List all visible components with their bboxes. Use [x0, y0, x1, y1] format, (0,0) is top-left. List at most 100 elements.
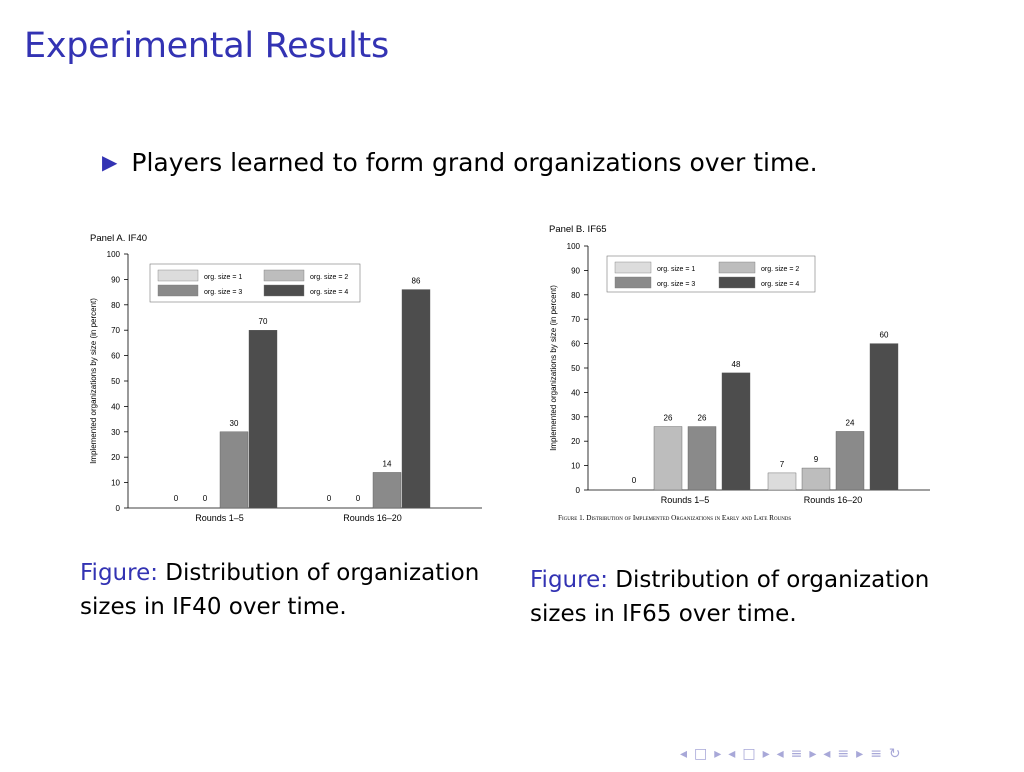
data-label: 9: [814, 455, 819, 464]
chart-panel-b: Panel B. IF65 0 10 20 30 40 50 60 70 80 90 100 Imple…: [544, 214, 938, 528]
y-tick-label: 70: [571, 315, 580, 324]
y-tick-label: 10: [111, 479, 120, 488]
nav-symbol-icon[interactable]: ≡: [870, 746, 883, 762]
y-tick-label: 80: [571, 291, 580, 300]
category-label: Rounds 16–20: [804, 495, 863, 505]
nav-symbol-icon[interactable]: ↻: [888, 746, 902, 762]
caption-prefix: Figure:: [530, 567, 608, 593]
category-label: Rounds 1–5: [661, 495, 710, 505]
data-label: 60: [880, 331, 889, 340]
nav-symbol-icon[interactable]: □: [742, 746, 757, 762]
chart-title: Panel B. IF65: [549, 224, 607, 235]
bar: [767, 472, 797, 491]
legend-label: org. size = 1: [657, 266, 695, 273]
legend-swatch: [614, 276, 652, 289]
bullet-point: ▶ Players learned to form grand organizat…: [102, 148, 818, 177]
data-label: 30: [230, 419, 239, 428]
nav-symbol-icon[interactable]: ▸: [762, 746, 771, 762]
y-tick-label: 90: [111, 275, 120, 284]
bar: [401, 289, 431, 509]
nav-symbol-icon[interactable]: ≡: [790, 746, 804, 762]
legend-swatch: [263, 269, 305, 282]
y-tick-label: 0: [116, 504, 121, 513]
bar: [372, 472, 402, 509]
y-tick-label: 60: [571, 340, 580, 349]
legend-swatch: [157, 284, 199, 297]
y-tick-label: 80: [111, 301, 120, 310]
y-tick-label: 10: [571, 462, 580, 471]
bar: [869, 343, 899, 491]
category-label: Rounds 1–5: [195, 513, 244, 523]
y-tick-label: 30: [571, 413, 580, 422]
y-axis-label: Implemented organizations by size (in pe…: [549, 285, 558, 451]
data-label: 86: [412, 277, 421, 286]
bar: [653, 426, 683, 491]
chart-panel-a-svg: Panel A. IF40 0 10 20 30 40 50 60 70 80 90 100 Imple…: [89, 233, 482, 523]
y-tick-label: 20: [111, 453, 120, 462]
legend-swatch: [718, 276, 756, 289]
legend-label: org. size = 2: [761, 266, 799, 273]
bar: [687, 426, 717, 491]
y-tick-label: 30: [111, 428, 120, 437]
caption-text: Distribution of organization sizes in IF…: [80, 560, 480, 620]
bar: [835, 431, 865, 491]
legend-label: org. size = 4: [761, 281, 799, 288]
data-label: 0: [203, 494, 208, 503]
data-label: 0: [356, 494, 361, 503]
legend-label: org. size = 3: [204, 289, 242, 296]
legend-swatch: [263, 284, 305, 297]
figure-inner-caption: Figure 1. Distribution of Implemented Or…: [558, 514, 791, 522]
y-tick-label: 50: [571, 364, 580, 373]
data-label: 26: [664, 414, 673, 423]
y-tick-label: 100: [567, 242, 581, 251]
y-tick-label: 50: [111, 377, 120, 386]
legend-box: [149, 263, 361, 303]
legend-swatch: [718, 261, 756, 274]
caption-text: Distribution of organization sizes in IF…: [530, 567, 930, 627]
y-tick-label: 60: [111, 352, 120, 361]
y-tick-label: 40: [111, 402, 120, 411]
legend-label: org. size = 4: [310, 289, 348, 296]
bar: [801, 467, 831, 491]
legend-label: org. size = 2: [310, 274, 348, 281]
y-tick-label: 40: [571, 388, 580, 397]
chart-panel-a: Panel A. IF40 0 10 20 30 40 50 60 70 80 90 100 Imple…: [84, 222, 488, 528]
bar: [248, 329, 278, 509]
data-label: 48: [732, 360, 741, 369]
nav-symbol-icon[interactable]: ◂: [680, 746, 689, 762]
nav-symbol-icon[interactable]: ◂: [823, 746, 832, 762]
legend-label: org. size = 1: [204, 274, 242, 281]
caption-if65: Figure: Distribution of organization siz…: [530, 563, 970, 631]
y-tick-label: 20: [571, 437, 580, 446]
legend-swatch: [614, 261, 652, 274]
data-label: 70: [259, 317, 268, 326]
bullet-triangle-icon: ▶: [102, 150, 118, 174]
y-axis-label: Implemented organizations by size (in pe…: [89, 298, 98, 464]
category-label: Rounds 16–20: [343, 513, 402, 523]
nav-symbol-icon[interactable]: ▸: [856, 746, 865, 762]
y-tick-label: 90: [571, 266, 580, 275]
nav-symbol-icon[interactable]: ≡: [837, 746, 851, 762]
navigation-controls[interactable]: ◂ □ ▸ ◂ □ ▸ ◂ ≡ ▸ ◂ ≡ ▸ ≡ ↻: [680, 746, 908, 762]
data-label: 24: [846, 418, 855, 427]
nav-symbol-icon[interactable]: □: [694, 746, 709, 762]
y-tick-label: 0: [576, 486, 581, 495]
y-tick-label: 70: [111, 326, 120, 335]
chart-panel-b-svg: Panel B. IF65 0 10 20 30 40 50 60 70 80 90 100 Imple…: [549, 224, 930, 522]
bar: [721, 372, 751, 491]
chart-title: Panel A. IF40: [90, 233, 147, 244]
y-tick-label: 100: [107, 250, 121, 259]
caption-prefix: Figure:: [80, 560, 158, 586]
data-label: 0: [327, 494, 332, 503]
nav-symbol-icon[interactable]: ▸: [809, 746, 818, 762]
nav-symbol-icon[interactable]: ◂: [728, 746, 737, 762]
data-label: 26: [698, 414, 707, 423]
nav-symbol-icon[interactable]: ▸: [714, 746, 723, 762]
data-label: 14: [383, 459, 392, 468]
bar: [219, 431, 249, 509]
nav-symbol-icon[interactable]: ◂: [776, 746, 785, 762]
bullet-text: Players learned to form grand organizati…: [131, 148, 818, 177]
legend-swatch: [157, 269, 199, 282]
slide-title: Experimental Results: [24, 26, 389, 66]
data-label: 7: [780, 460, 785, 469]
